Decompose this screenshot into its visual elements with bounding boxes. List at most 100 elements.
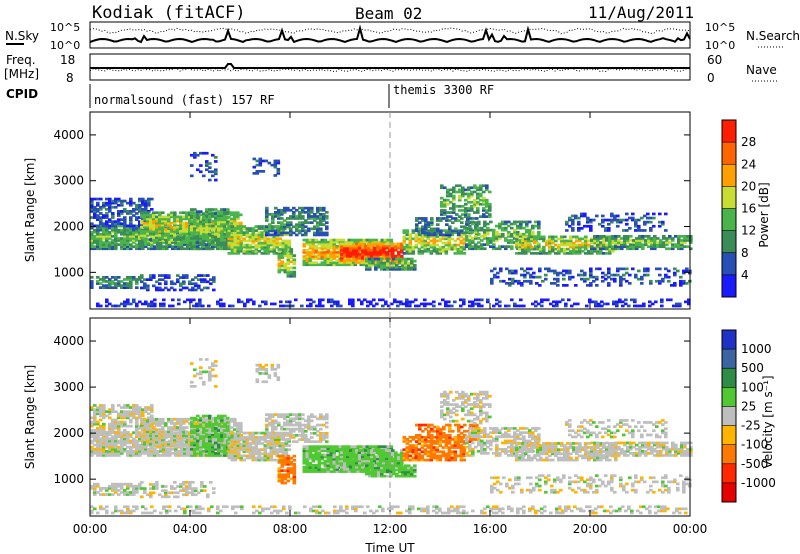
power-cell [538,284,542,287]
power-cell [99,228,103,232]
power-cell [526,271,530,275]
power-cell [123,226,127,230]
power-cell [515,237,519,241]
power-cell [123,247,127,251]
power-cell [515,235,519,239]
power-cell [364,254,368,258]
power-cell [459,241,464,245]
power-cell [120,222,124,226]
power-cell [501,228,505,232]
power-cell [105,208,109,211]
power-cell [540,300,544,304]
power-cell [117,197,121,201]
velocity-cell [108,449,112,453]
power-cell [435,239,440,243]
power-cell [96,241,100,244]
power-cell [207,241,211,244]
power-cell [343,246,347,250]
power-cell [367,244,371,248]
power-cell [245,233,250,237]
power-cell [529,267,533,271]
power-cell [552,300,556,304]
power-cell [233,217,237,221]
power-cell [242,231,247,234]
power-cell [117,210,121,213]
power-cell [650,245,654,248]
noise-panel-frame [89,21,691,49]
power-cell [99,239,103,242]
power-cell [304,225,308,229]
power-cell [202,214,206,218]
power-cell [280,225,284,229]
power-cell [188,225,192,229]
power-cell [170,227,174,231]
power-cell [135,280,139,283]
power-cell [653,237,657,240]
power-cell [144,241,148,244]
power-cell [525,230,529,234]
power-panel-frame [89,111,691,310]
power-cell [220,224,224,228]
velocity-cell [183,452,187,455]
power-cell [217,224,221,228]
power-cell [126,284,130,287]
power-cell [325,233,329,237]
power-cell [141,210,145,213]
power-cell [158,238,162,241]
power-cell [332,263,337,267]
power-cell [236,235,241,239]
power-cell [208,178,212,182]
power-cell [351,300,355,304]
power-cell [272,252,277,255]
power-cell [438,237,443,241]
power-cell [482,200,486,204]
power-cell [358,244,362,248]
power-cell [196,212,200,215]
velocity-cell [132,437,136,441]
power-cell [414,239,419,243]
power-cell [180,241,184,244]
power-cell [150,241,154,244]
power-cell [533,235,537,239]
power-cell [322,213,326,216]
power-cell [572,245,576,249]
power-cell [311,253,316,256]
power-cell [316,233,320,237]
power-cell [490,279,494,283]
power-cell [212,280,216,284]
velocity-cell [90,447,94,451]
power-cell [439,229,443,233]
power-cell [323,263,328,267]
power-cell [447,239,452,243]
power-cell [614,241,618,245]
power-cell [660,300,664,304]
power-cell [233,252,238,255]
power-cell [146,217,150,221]
power-cell [132,237,136,240]
power-cell [150,247,154,251]
power-cell [123,216,127,219]
velocity-cell [135,420,139,424]
power-cell [152,276,156,279]
power-cell [96,230,100,234]
power-cell [426,302,430,306]
power-cell [105,214,109,217]
power-cell [477,247,481,251]
power-cell [553,269,557,273]
power-cell [277,270,282,274]
power-cell [453,300,457,304]
power-cell [349,244,353,248]
power-cell [635,239,639,242]
power-cell [161,223,165,227]
power-cell [430,227,434,231]
power-cell [269,249,274,253]
power-cell [420,235,425,239]
power-cell [93,212,97,215]
velocity-cell [138,412,142,416]
power-cell [254,225,259,228]
power-cell [135,226,139,230]
power-cell [583,279,587,283]
power-cell [566,243,570,247]
velocity-cell [102,452,106,455]
power-cell [129,232,133,236]
